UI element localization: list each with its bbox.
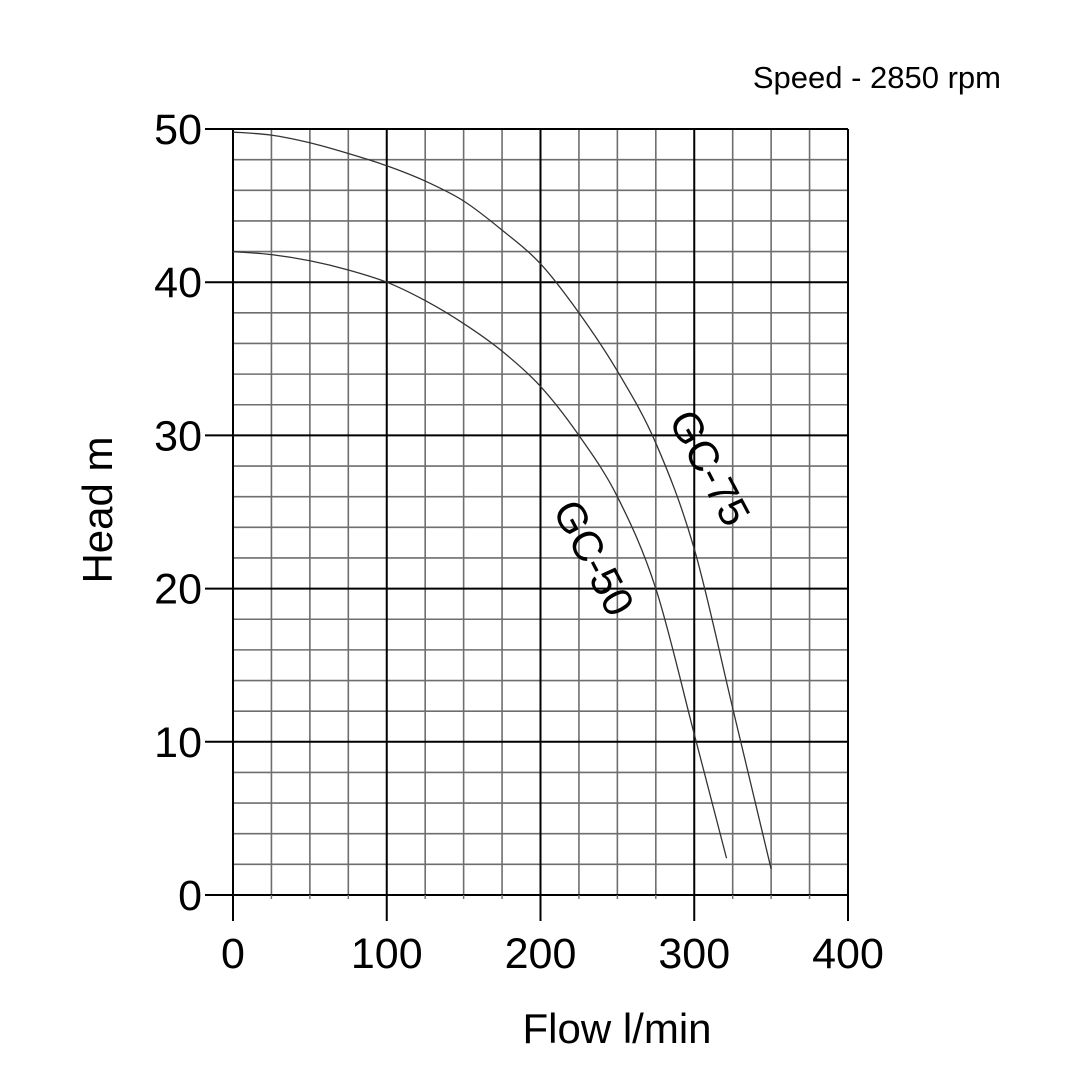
y-tick-label: 40: [154, 259, 202, 307]
speed-subtitle: Speed - 2850 rpm: [752, 60, 1001, 95]
curve-gc-75: [232, 131, 772, 870]
y-tick-label: 10: [154, 719, 202, 767]
x-tick-label: 200: [505, 930, 577, 978]
x-tick-label: 0: [221, 930, 245, 978]
y-tick-label: 0: [178, 872, 202, 920]
performance-curves: [232, 131, 772, 870]
y-tick-label: 20: [154, 566, 202, 614]
x-tick-label: 400: [812, 930, 884, 978]
tick-labels: 0 100 200 300 400 0 10 20 30 40 50: [154, 106, 884, 978]
y-tick-label: 50: [154, 106, 202, 154]
x-axis-label: Flow l/min: [522, 1005, 711, 1052]
major-grid: [232, 128, 849, 896]
x-tick-label: 300: [658, 930, 730, 978]
y-tick-label: 30: [154, 412, 202, 460]
curve-gc-50: [232, 250, 728, 859]
x-tick-label: 100: [351, 930, 423, 978]
y-axis-label: Head m: [74, 436, 121, 583]
curve-label-gc-75: GC-75: [660, 402, 760, 533]
axis-ticks: [205, 128, 849, 921]
